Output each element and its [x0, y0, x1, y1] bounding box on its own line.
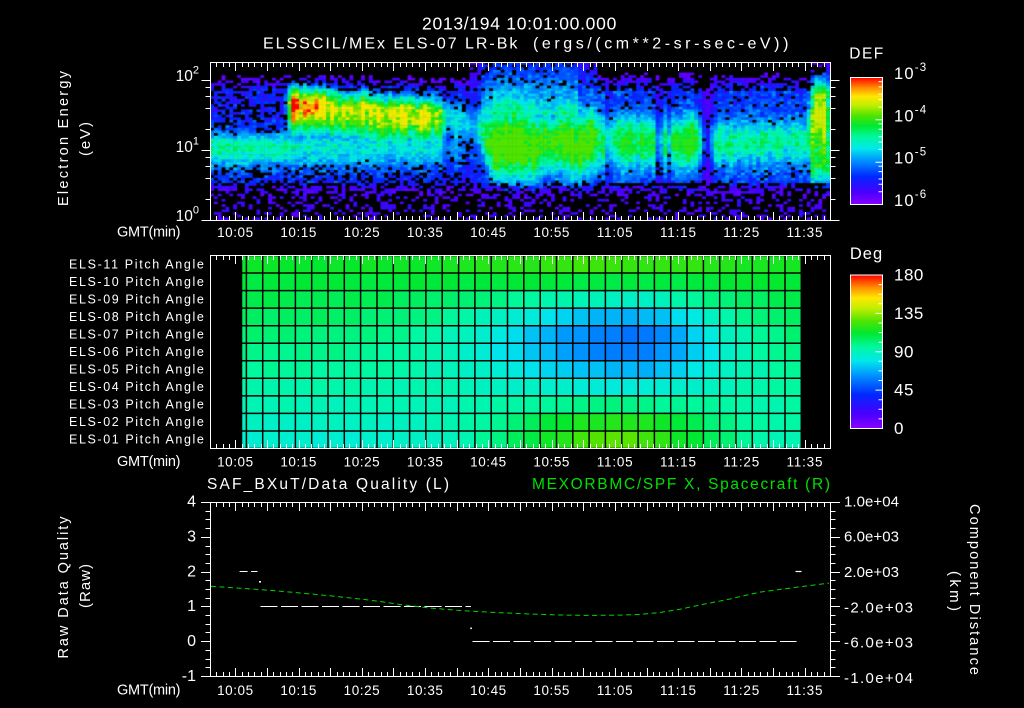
svg-text:135: 135 [894, 304, 924, 323]
svg-text:10:35: 10:35 [407, 455, 443, 470]
svg-text:(ergs/(cm**2-sr-sec-eV)): (ergs/(cm**2-sr-sec-eV)) [533, 36, 790, 53]
svg-text:11:25: 11:25 [723, 455, 759, 470]
svg-text:ELS-06 Pitch Angle: ELS-06 Pitch Angle [69, 345, 205, 359]
svg-text:DEF: DEF [849, 46, 885, 63]
svg-text:10:45: 10:45 [470, 455, 506, 470]
svg-text:11:15: 11:15 [660, 683, 696, 698]
svg-text:3: 3 [187, 528, 196, 545]
svg-text:11:35: 11:35 [786, 455, 822, 470]
svg-text:100: 100 [176, 205, 199, 226]
svg-text:ELS-05 Pitch Angle: ELS-05 Pitch Angle [69, 363, 205, 377]
svg-text:(km): (km) [946, 571, 963, 611]
svg-text:Raw Data Quality: Raw Data Quality [56, 516, 72, 659]
svg-text:ELS-10 Pitch Angle: ELS-10 Pitch Angle [69, 275, 205, 289]
svg-text:ELSSCIL/MEx ELS-07 LR-Bk: ELSSCIL/MEx ELS-07 LR-Bk [263, 36, 519, 53]
svg-text:102: 102 [176, 65, 199, 86]
svg-text:ELS-11 Pitch Angle: ELS-11 Pitch Angle [69, 258, 205, 272]
svg-text:11:15: 11:15 [660, 225, 696, 240]
svg-text:4: 4 [187, 494, 196, 511]
svg-text:10:05: 10:05 [217, 683, 253, 698]
svg-text:MEXORBMC/SPF X, Spacecraft (R): MEXORBMC/SPF X, Spacecraft (R) [532, 476, 831, 493]
svg-text:10-3: 10-3 [894, 62, 927, 83]
svg-text:10:35: 10:35 [407, 683, 443, 698]
svg-text:101: 101 [176, 136, 199, 157]
svg-text:-2.0e+03: -2.0e+03 [844, 599, 913, 616]
svg-text:6.0e+03: 6.0e+03 [844, 529, 899, 546]
svg-text:45: 45 [894, 381, 914, 400]
svg-text:-6.0e+03: -6.0e+03 [844, 635, 913, 652]
svg-text:ELS-01 Pitch Angle: ELS-01 Pitch Angle [69, 433, 205, 447]
svg-text:10:05: 10:05 [217, 455, 253, 470]
svg-text:SAF_BXuT/Data Quality (L): SAF_BXuT/Data Quality (L) [207, 476, 450, 493]
svg-text:ELS-08 Pitch Angle: ELS-08 Pitch Angle [69, 310, 205, 324]
svg-text:10-5: 10-5 [894, 147, 927, 168]
svg-text:2: 2 [187, 563, 196, 580]
svg-text:10:55: 10:55 [533, 455, 569, 470]
svg-text:10:25: 10:25 [344, 683, 380, 698]
svg-text:Deg: Deg [850, 245, 883, 263]
svg-text:10:25: 10:25 [344, 455, 380, 470]
svg-text:11:15: 11:15 [660, 455, 696, 470]
svg-text:-1: -1 [182, 668, 196, 685]
svg-text:0: 0 [187, 633, 196, 650]
svg-text:10:15: 10:15 [280, 225, 316, 240]
svg-text:11:05: 11:05 [597, 683, 633, 698]
svg-text:11:35: 11:35 [786, 225, 822, 240]
svg-text:Electron Energy: Electron Energy [56, 70, 72, 206]
svg-text:GMT(min): GMT(min) [117, 683, 181, 699]
svg-text:ELS-02 Pitch Angle: ELS-02 Pitch Angle [69, 415, 205, 429]
svg-text:10:25: 10:25 [344, 225, 380, 240]
svg-text:11:25: 11:25 [723, 225, 759, 240]
svg-text:10:15: 10:15 [280, 455, 316, 470]
svg-text:GMT(min): GMT(min) [117, 454, 181, 470]
svg-text:10:45: 10:45 [470, 683, 506, 698]
svg-text:(eV): (eV) [77, 122, 94, 156]
svg-text:1.0e+04: 1.0e+04 [844, 493, 899, 510]
svg-text:ELS-09 Pitch Angle: ELS-09 Pitch Angle [69, 293, 205, 307]
svg-text:10:15: 10:15 [280, 683, 316, 698]
svg-text:10:55: 10:55 [533, 683, 569, 698]
svg-text:ELS-04 Pitch Angle: ELS-04 Pitch Angle [69, 380, 205, 394]
svg-text:11:35: 11:35 [786, 683, 822, 698]
svg-text:180: 180 [894, 266, 924, 285]
svg-text:10-6: 10-6 [894, 189, 927, 210]
svg-text:ELS-03 Pitch Angle: ELS-03 Pitch Angle [69, 398, 205, 412]
svg-text:10-4: 10-4 [894, 104, 927, 125]
svg-text:Component Distance: Component Distance [966, 504, 982, 676]
svg-text:GMT(min): GMT(min) [117, 225, 181, 241]
svg-text:-1.0e+04: -1.0e+04 [844, 670, 913, 687]
svg-text:90: 90 [894, 342, 914, 361]
svg-text:0: 0 [894, 419, 904, 438]
svg-text:11:05: 11:05 [597, 225, 633, 240]
svg-text:11:05: 11:05 [597, 455, 633, 470]
svg-text:10:35: 10:35 [407, 225, 443, 240]
svg-text:2.0e+03: 2.0e+03 [844, 564, 899, 581]
svg-text:10:45: 10:45 [470, 225, 506, 240]
svg-text:10:05: 10:05 [217, 225, 253, 240]
svg-text:(Raw): (Raw) [77, 564, 94, 608]
svg-text:11:25: 11:25 [723, 683, 759, 698]
svg-text:10:55: 10:55 [533, 225, 569, 240]
svg-text:2013/194 10:01:00.000: 2013/194 10:01:00.000 [422, 14, 618, 34]
svg-text:ELS-07 Pitch Angle: ELS-07 Pitch Angle [69, 328, 205, 342]
svg-text:1: 1 [187, 598, 196, 615]
